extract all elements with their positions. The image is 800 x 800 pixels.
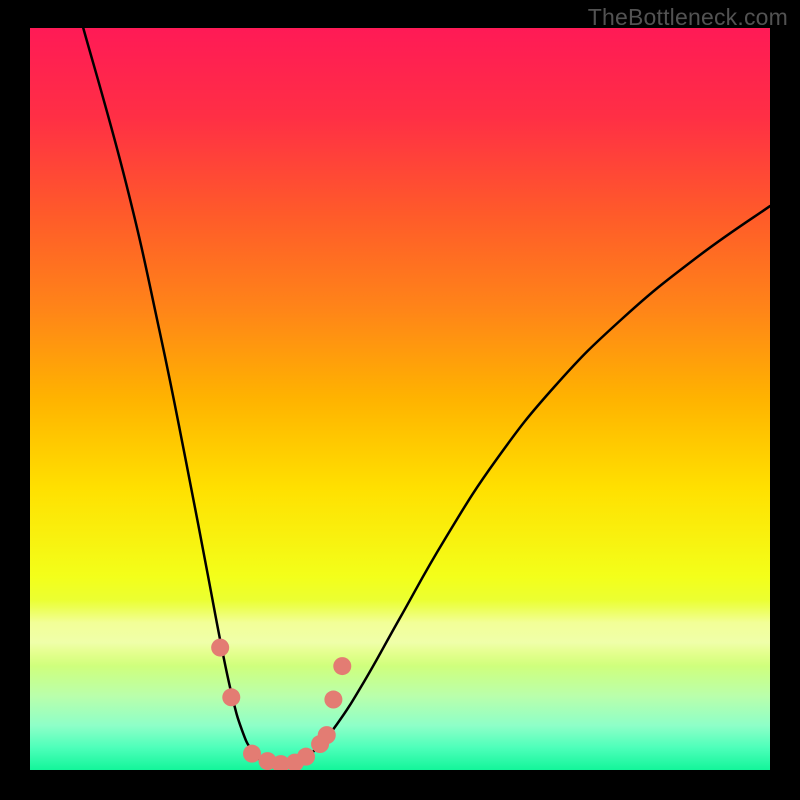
watermark-text: TheBottleneck.com xyxy=(588,4,788,31)
data-marker xyxy=(211,639,229,657)
data-marker xyxy=(324,691,342,709)
data-marker xyxy=(222,688,240,706)
data-marker xyxy=(297,748,315,766)
chart-svg xyxy=(0,0,800,800)
data-marker xyxy=(243,745,261,763)
data-marker xyxy=(333,657,351,675)
chart-frame: TheBottleneck.com xyxy=(0,0,800,800)
pale-band xyxy=(30,599,770,666)
data-marker xyxy=(318,726,336,744)
